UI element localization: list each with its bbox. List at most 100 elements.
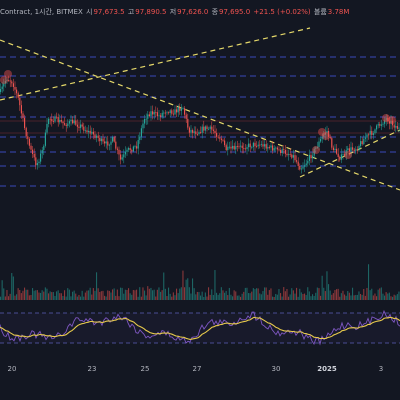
- volume-bar: [379, 288, 381, 300]
- volume-bar: [105, 296, 107, 300]
- candle-body: [308, 154, 310, 161]
- volume-bar: [108, 290, 110, 300]
- candle-body: [172, 113, 174, 115]
- volume-bar: [273, 296, 275, 300]
- candle-body: [243, 147, 245, 149]
- volume-bar: [244, 287, 246, 300]
- candle-body: [291, 154, 293, 158]
- candle-body: [284, 149, 286, 154]
- time-axis[interactable]: 20 23 25 27 30 2025 3: [0, 362, 400, 376]
- volume-bar: [84, 292, 86, 300]
- volume-bar: [107, 290, 109, 300]
- trendlines[interactable]: [0, 27, 400, 191]
- volume-bar: [217, 294, 219, 300]
- candle-body: [19, 97, 21, 106]
- volume-bar: [180, 287, 182, 300]
- candle-body: [30, 145, 32, 150]
- volume-bar: [353, 295, 355, 300]
- candle-body: [166, 112, 168, 114]
- trendline: [299, 129, 400, 178]
- volume-bar: [166, 296, 168, 300]
- volume-bar: [97, 288, 99, 300]
- candle-body: [272, 145, 274, 151]
- candle-body: [283, 149, 285, 150]
- candle-body: [235, 146, 237, 150]
- volume-bar: [272, 296, 274, 300]
- volume-bar: [20, 293, 22, 300]
- volume-bar: [44, 287, 46, 300]
- volume-bar: [340, 293, 342, 300]
- volume-bar: [156, 289, 158, 300]
- candle-body: [342, 154, 344, 156]
- candle-body: [398, 127, 400, 129]
- volume-bar: [283, 287, 285, 300]
- signal-marker: [382, 114, 390, 122]
- candle-body: [57, 117, 59, 123]
- volume-bar: [348, 292, 350, 300]
- tick-2025: 2025: [317, 365, 337, 373]
- volume-bar: [246, 287, 248, 300]
- candle-body: [73, 120, 75, 124]
- volume-bar: [14, 295, 16, 300]
- candle-body: [104, 141, 106, 144]
- volume-bar: [230, 294, 232, 300]
- candle-body: [382, 123, 384, 125]
- volume-bar: [136, 289, 138, 300]
- candle-body: [252, 142, 254, 147]
- candle-body: [315, 147, 317, 149]
- candle-body: [84, 130, 86, 132]
- candle-body: [260, 144, 262, 146]
- candle-body: [187, 118, 189, 128]
- candle-body: [169, 110, 171, 114]
- candle-body: [376, 125, 378, 130]
- volume-bar: [326, 271, 328, 300]
- symbol-title[interactable]: Contract, 1시간, BITMEX: [0, 8, 83, 16]
- volume-bar: [240, 296, 242, 300]
- candle-body: [113, 137, 115, 142]
- candle-body: [32, 149, 34, 154]
- candle-body: [251, 146, 253, 148]
- volume-bar: [102, 290, 104, 300]
- candle-body: [128, 148, 130, 150]
- volume-bar: [331, 294, 333, 300]
- volume-bar: [355, 294, 357, 300]
- low-label: 저: [169, 8, 177, 16]
- candle-body: [313, 148, 315, 156]
- candle-body: [305, 163, 307, 166]
- candle-body: [36, 163, 38, 166]
- oscillator-pane: [0, 309, 400, 346]
- volume-bar: [83, 296, 85, 300]
- volume-bar: [227, 295, 229, 300]
- candle-body: [185, 114, 187, 119]
- volume-bar: [321, 275, 323, 300]
- volume-bar: [100, 291, 102, 300]
- volume-bar: [292, 290, 294, 300]
- volume-bar: [27, 289, 29, 300]
- candle-body: [280, 150, 282, 154]
- candle-body: [153, 112, 155, 115]
- horizontal-levels[interactable]: [0, 56, 400, 344]
- candle-body: [350, 147, 352, 152]
- candle-body: [35, 157, 37, 166]
- volume-bar: [228, 287, 230, 300]
- tick-20: 20: [7, 365, 17, 373]
- volume-bar: [192, 278, 194, 300]
- candle-body: [395, 126, 397, 128]
- volume-bar: [91, 294, 93, 300]
- volume-bar: [211, 289, 213, 300]
- candle-body: [179, 107, 181, 111]
- candle-body: [275, 147, 277, 149]
- trendline: [0, 27, 311, 101]
- candle-body: [158, 115, 160, 117]
- candle-body: [230, 146, 232, 149]
- volume-bar: [376, 296, 378, 300]
- candle-body: [254, 142, 256, 147]
- candle-body: [300, 168, 302, 170]
- candle-body: [363, 138, 365, 144]
- candle-body: [390, 120, 392, 124]
- volume-bar: [297, 296, 299, 300]
- candle-body: [332, 147, 334, 150]
- candle-body: [80, 124, 82, 128]
- candle-body: [372, 133, 374, 135]
